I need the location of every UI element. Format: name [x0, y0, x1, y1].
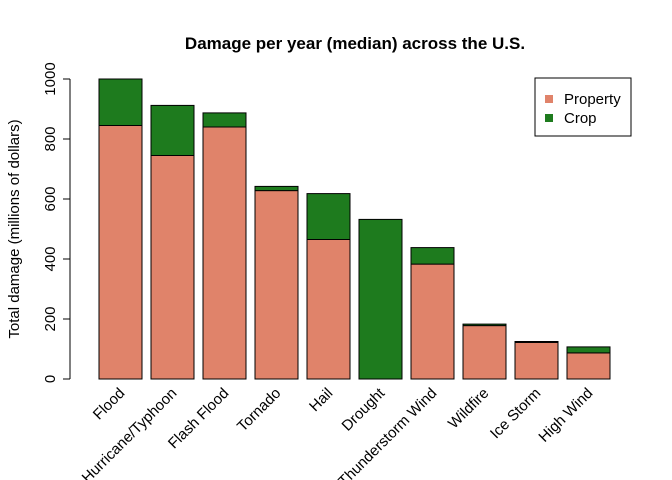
- bar-property-hurricane-typhoon: [150, 155, 195, 380]
- bar-property-ice-storm: [514, 341, 559, 380]
- x-tick-label: High Wind: [535, 385, 596, 446]
- bar-property-flash-flood: [202, 126, 247, 380]
- y-axis-label: Total damage (millions of dollars): [6, 119, 23, 338]
- y-axis: 0 200 400 600 800 1000: [42, 62, 71, 383]
- y-tick-label: 200: [42, 306, 59, 331]
- x-tick-label: Tornado: [234, 385, 284, 435]
- legend-swatch-property: [545, 95, 553, 103]
- legend-box: [534, 77, 632, 137]
- x-tick-label: Hail: [306, 385, 336, 415]
- legend: Property Crop: [534, 77, 632, 137]
- y-tick-label: 600: [42, 186, 59, 211]
- x-tick-label: Wildfire: [445, 385, 492, 432]
- bar-crop-drought: [358, 218, 403, 380]
- x-tick-label: Hurricane/Typhoon: [79, 385, 181, 480]
- bar-crop-hail: [306, 193, 351, 241]
- y-tick-label: 800: [42, 126, 59, 151]
- bar-property-hail: [306, 239, 351, 380]
- legend-label-crop: Crop: [564, 110, 597, 127]
- x-tick-label: Drought: [339, 384, 389, 434]
- legend-label-property: Property: [564, 91, 621, 108]
- bar-crop-tornado: [254, 185, 299, 192]
- bar-crop-high-wind: [566, 346, 611, 354]
- y-tick-label: 400: [42, 246, 59, 271]
- bar-crop-ice-storm: [514, 341, 559, 343]
- x-tick-label: Flood: [90, 385, 129, 424]
- bar-crop-flash-flood: [202, 112, 247, 128]
- bar-crop-thunderstorm-wind: [410, 247, 455, 265]
- bar-crop-flood: [98, 78, 143, 126]
- bar-property-tornado: [254, 190, 299, 380]
- bar-property-flood: [98, 125, 143, 380]
- y-tick-label: 0: [42, 375, 59, 383]
- bar-property-thunderstorm-wind: [410, 263, 455, 380]
- bar-property-wildfire: [462, 325, 507, 380]
- bar-crop-hurricane-typhoon: [150, 104, 195, 156]
- bar-crop-wildfire: [462, 323, 507, 327]
- bars-layer: [98, 78, 611, 380]
- chart-title: Damage per year (median) across the U.S.: [185, 34, 525, 53]
- y-tick-label: 1000: [42, 62, 59, 95]
- bar-property-high-wind: [566, 352, 611, 380]
- legend-swatch-crop: [545, 114, 553, 122]
